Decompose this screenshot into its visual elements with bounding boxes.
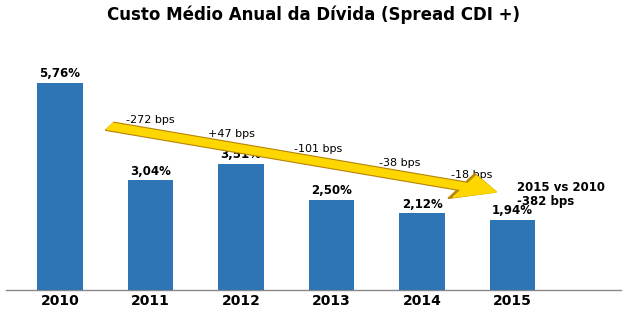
Text: 2,50%: 2,50% xyxy=(311,184,352,197)
FancyArrow shape xyxy=(106,123,496,197)
Bar xyxy=(128,181,173,290)
Text: +47 bps: +47 bps xyxy=(209,129,255,139)
Text: -101 bps: -101 bps xyxy=(294,144,342,154)
Text: -38 bps: -38 bps xyxy=(379,158,420,168)
Text: -18 bps: -18 bps xyxy=(451,170,492,180)
Text: -272 bps: -272 bps xyxy=(126,115,174,125)
Title: Custo Médio Anual da Dívida (Spread CDI +): Custo Médio Anual da Dívida (Spread CDI … xyxy=(107,6,520,24)
FancyArrow shape xyxy=(106,122,496,198)
Text: -382 bps: -382 bps xyxy=(517,195,574,208)
Bar xyxy=(490,220,535,290)
Text: 2,12%: 2,12% xyxy=(402,198,442,211)
Bar xyxy=(37,83,83,290)
Text: 5,76%: 5,76% xyxy=(39,67,80,80)
Bar xyxy=(399,214,445,290)
Text: 3,04%: 3,04% xyxy=(130,165,171,178)
Bar xyxy=(309,200,354,290)
Text: 3,51%: 3,51% xyxy=(221,148,262,161)
Bar xyxy=(218,164,264,290)
Text: 1,94%: 1,94% xyxy=(492,204,533,217)
Text: 2015 vs 2010: 2015 vs 2010 xyxy=(517,181,605,194)
